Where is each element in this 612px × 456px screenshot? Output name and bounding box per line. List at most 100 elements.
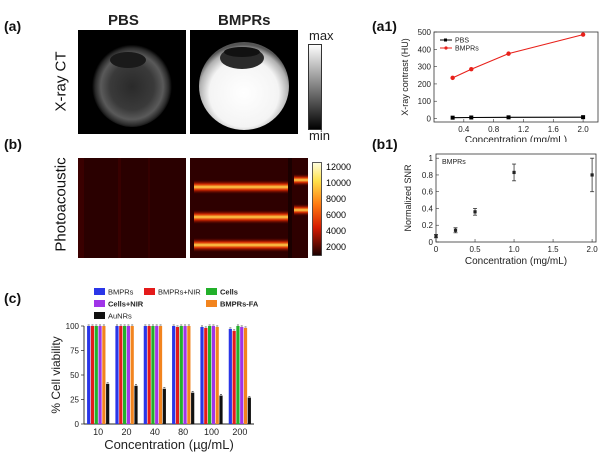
data-point	[469, 115, 474, 120]
ct-image-bmprs	[190, 30, 298, 134]
x-axis-label: Concentration (mg/mL)	[465, 256, 567, 267]
x-tick-label: 1.0	[508, 245, 520, 254]
bar-cells	[123, 326, 127, 424]
y-tick-label: 100	[66, 322, 80, 331]
bar-bmprs+nir	[90, 326, 95, 424]
x-tick-label: 0	[434, 245, 439, 254]
bar-bmprs	[228, 328, 232, 424]
bar-aunrs	[134, 385, 138, 424]
legend-label: BMPRs-FA	[220, 300, 259, 309]
annotation: BMPRs	[442, 159, 466, 166]
data-point	[590, 173, 594, 177]
y-tick-label: 0	[75, 420, 80, 429]
legend-swatch	[144, 288, 155, 295]
x-axis-label: Concentration (µg/mL)	[104, 437, 234, 452]
panel-label-b1: (b1)	[372, 136, 398, 152]
x-tick-label: 0.4	[458, 125, 470, 134]
y-tick-label: 0	[427, 115, 432, 124]
x-tick-label: 2.0	[578, 125, 590, 134]
bar-cells	[179, 326, 183, 424]
data-point	[434, 234, 438, 238]
legend-label: BMPRs+NIR	[158, 288, 201, 297]
y-tick-label: 400	[418, 45, 432, 54]
y-tick-label: 75	[70, 347, 79, 356]
bar-bmprs+nir	[204, 327, 208, 424]
y-axis-label: % Cell viability	[49, 336, 63, 413]
colorbar-max-label: max	[309, 28, 334, 43]
pa-tick: 4000	[326, 226, 347, 236]
bar-bmprs-fa	[158, 326, 163, 424]
pa-colorbar-ticks: 12000 10000 8000 6000 4000 2000	[326, 162, 372, 256]
bar-aunrs	[191, 392, 195, 424]
bar-cells	[208, 326, 212, 424]
data-point	[450, 115, 455, 120]
x-tick-label: 0.8	[488, 125, 500, 134]
pa-colorbar	[312, 162, 322, 256]
data-point	[453, 228, 458, 232]
y-tick-label: 300	[418, 63, 432, 72]
bar-cells	[151, 326, 155, 424]
x-tick-label: 40	[150, 427, 160, 437]
panel-label-a: (a)	[4, 18, 22, 34]
pa-tick: 6000	[326, 210, 347, 220]
y-tick-label: 500	[418, 28, 432, 37]
bar-cells+nir	[155, 326, 159, 424]
bar-bmprs-fa	[187, 326, 191, 424]
legend-label: BMPRs	[455, 46, 479, 53]
y-tick-label: 1	[429, 154, 434, 163]
data-point	[512, 170, 516, 175]
bar-cells+nir	[211, 326, 215, 424]
x-tick-label: 1.5	[548, 245, 560, 254]
plot-frame	[433, 31, 599, 123]
pa-tick: 2000	[326, 242, 347, 252]
bar-cells+nir	[126, 326, 130, 424]
bar-cells	[236, 326, 240, 424]
legend-label: BMPRs	[108, 288, 134, 297]
x-tick-label: 1.2	[518, 125, 530, 134]
bar-bmprs-fa	[102, 326, 106, 424]
bar-cells+nir	[183, 326, 187, 424]
ct-colorbar	[308, 44, 322, 130]
y-tick-label: 0.6	[422, 188, 434, 197]
legend-swatch	[206, 300, 217, 307]
plot-frame	[435, 153, 597, 243]
x-tick-label: 2.0	[587, 245, 599, 254]
y-tick-label: 50	[70, 371, 79, 380]
row-label-photoacoustic: Photoacoustic	[52, 156, 70, 252]
panel-label-c: (c)	[4, 290, 22, 306]
bar-aunrs	[162, 388, 166, 424]
column-header-pbs: PBS	[108, 12, 139, 29]
legend-label: Cells	[220, 288, 238, 297]
data-point	[581, 115, 586, 120]
legend-swatch	[94, 312, 105, 319]
y-axis-label: Normalized SNR	[403, 164, 413, 232]
ct-image-pbs	[78, 30, 186, 134]
legend-swatch	[206, 288, 217, 295]
bar-bmprs+nir	[119, 326, 123, 424]
bar-cells+nir	[240, 326, 244, 424]
bar-bmprs-fa	[243, 327, 248, 424]
colorbar-min-label: min	[309, 128, 330, 143]
y-axis-label: X-ray contrast (HU)	[400, 38, 410, 116]
series-line-pbs	[452, 116, 584, 119]
bar-bmprs	[115, 326, 119, 424]
pa-tick: 12000	[326, 162, 352, 172]
bar-bmprs-fa	[215, 326, 219, 424]
bar-aunrs	[247, 397, 251, 424]
y-tick-label: 200	[418, 80, 432, 89]
x-tick-label: 100	[204, 427, 219, 437]
bar-aunrs	[219, 395, 223, 424]
pa-tick: 10000	[326, 178, 352, 188]
series-line-bmprs	[452, 34, 584, 79]
y-tick-label: 0.8	[422, 171, 434, 180]
bar-bmprs+nir	[232, 330, 236, 424]
pa-tick: 8000	[326, 194, 347, 204]
data-point	[580, 32, 586, 37]
bar-bmprs	[200, 326, 204, 424]
data-point	[506, 51, 511, 56]
pa-image-pbs	[78, 158, 186, 258]
y-tick-label: 0	[429, 238, 434, 247]
bar-cells	[94, 326, 98, 424]
bar-bmprs	[172, 326, 176, 424]
